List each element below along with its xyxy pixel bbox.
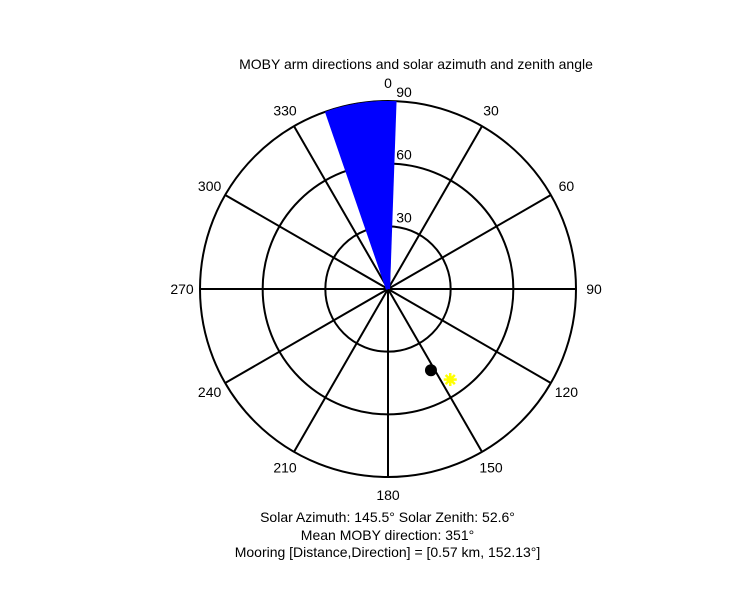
arm-direction-lines: [324, 100, 397, 290]
radius-tick-label: 30: [396, 209, 412, 225]
angle-tick-label: 270: [170, 281, 194, 297]
chart-title: MOBY arm directions and solar azimuth an…: [239, 56, 593, 72]
radial-spoke: [293, 288, 389, 453]
sun-disc: [446, 376, 454, 384]
radial-spoke: [387, 194, 552, 290]
arm-direction-line: [386, 101, 397, 290]
mean-direction-caption: Mean MOBY direction: 351°: [300, 527, 475, 543]
angle-tick-label: 30: [483, 103, 499, 119]
radial-spoke: [224, 288, 389, 384]
angle-tick-label: 150: [479, 459, 503, 475]
angle-tick-label: 90: [586, 281, 602, 297]
angle-tick-label: 330: [273, 103, 297, 119]
angle-tick-label: 60: [559, 178, 575, 194]
angle-tick-label: 240: [198, 384, 222, 400]
radial-spoke: [224, 194, 389, 290]
angle-tick-label: 180: [376, 487, 400, 503]
position-markers: [424, 364, 457, 387]
solar-angles-caption: Solar Azimuth: 145.5° Solar Zenith: 52.6…: [260, 509, 515, 525]
polar-grid: [199, 100, 577, 478]
sun-marker: [443, 373, 457, 387]
radial-spoke: [387, 288, 552, 384]
radial-spoke: [387, 125, 483, 290]
mooring-caption: Mooring [Distance,Direction] = [0.57 km,…: [234, 544, 541, 560]
radial-spoke: [293, 125, 389, 290]
angle-tick-label: 300: [198, 178, 222, 194]
angle-tick-label: 120: [555, 384, 579, 400]
polar-tick-labels: 0 30 60 90 120 150 180 210 240 270 300 330 30 60 90: [170, 75, 602, 503]
mooring-marker: [424, 364, 437, 377]
radius-tick-label: 90: [396, 84, 412, 100]
angle-tick-label: 0: [384, 75, 392, 91]
radius-tick-label: 60: [396, 147, 412, 163]
angle-tick-label: 210: [273, 459, 297, 475]
